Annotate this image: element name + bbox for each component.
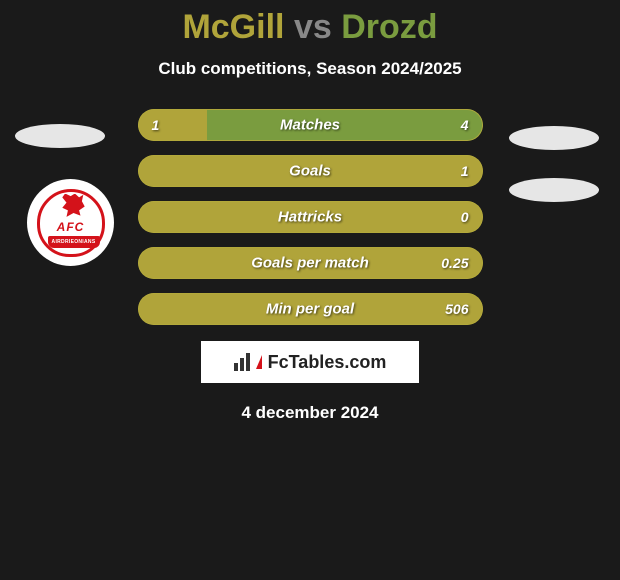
club-shield: AFC AIRDRIEONIANS [37, 189, 105, 257]
stat-right-value: 4 [461, 117, 469, 133]
stat-bar: 0 Hattricks [138, 201, 483, 233]
stat-label: Hattricks [278, 209, 342, 226]
stat-right-value: 0 [461, 209, 469, 225]
date-text: 4 december 2024 [0, 403, 620, 423]
player1-name: McGill [182, 8, 284, 46]
footer-logo: FcTables.com [201, 341, 419, 383]
stat-label: Matches [280, 117, 340, 134]
rooster-icon [60, 194, 88, 220]
footer-brand-text: FcTables.com [268, 352, 387, 373]
club-afc-text: AFC [40, 220, 102, 234]
club-banner: AIRDRIEONIANS [48, 236, 100, 248]
stat-right-value: 0.25 [441, 255, 468, 271]
stat-bar: 1 Goals [138, 155, 483, 187]
infographic-container: McGill vs Drozd Club competitions, Seaso… [0, 0, 620, 580]
stat-label: Goals per match [251, 255, 369, 272]
stat-bars: 1 4 Matches 1 Goals 0 Hattricks 0.25 Goals per m… [138, 109, 483, 325]
player2-badge-placeholder-1 [509, 126, 599, 150]
triangle-icon [256, 355, 262, 369]
stat-right-value: 506 [445, 301, 468, 317]
stat-left-value: 1 [152, 117, 160, 133]
stat-bar: 506 Min per goal [138, 293, 483, 325]
vs-text: vs [294, 8, 332, 46]
subtitle: Club competitions, Season 2024/2025 [0, 59, 620, 79]
stat-label: Goals [289, 163, 331, 180]
stat-bar: 1 4 Matches [138, 109, 483, 141]
page-title: McGill vs Drozd [0, 8, 620, 47]
stat-bar: 0.25 Goals per match [138, 247, 483, 279]
player2-badge-placeholder-2 [509, 178, 599, 202]
player2-name: Drozd [341, 8, 437, 46]
stat-label: Min per goal [266, 301, 354, 318]
stat-right-value: 1 [461, 163, 469, 179]
club-badge: AFC AIRDRIEONIANS [27, 179, 114, 266]
bars-icon [234, 353, 254, 371]
player1-badge-placeholder [15, 124, 105, 148]
